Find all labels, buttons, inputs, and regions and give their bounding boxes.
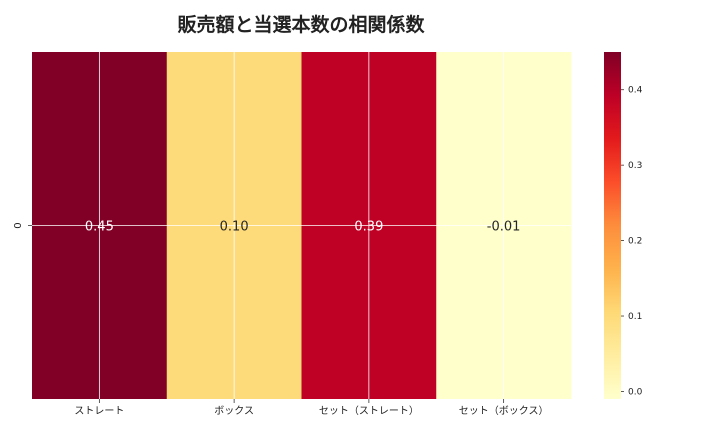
heatmap-gridlines [32,52,571,399]
x-tick-label: セット（ストレート） [319,405,419,417]
colorbar-tick-label: 0.0 [628,387,643,397]
x-tick-label: ストレート [74,406,124,417]
y-axis-ticks: 0 [13,222,32,229]
colorbar-tick-label: 0.1 [628,312,642,322]
x-tick-label: セット（ボックス） [459,405,549,417]
colorbar-tick-label: 0.3 [628,161,642,171]
colorbar-tick-label: 0.2 [628,237,642,247]
cell-value-label: 0.39 [354,220,383,235]
colorbar-tick-label: 0.4 [628,86,643,96]
colorbar [604,52,621,399]
cell-value-label: 0.45 [85,220,114,235]
cell-value-label: -0.01 [487,220,521,235]
x-axis-ticks: ストレート ボックス セット（ストレート） セット（ボックス） [74,399,548,417]
y-tick-label: 0 [13,222,24,228]
colorbar-ticks: 0.0 0.1 0.2 0.3 0.4 [621,86,643,397]
chart-title: 販売額と当選本数の相関係数 [177,13,425,36]
heatmap-value-labels: 0.45 0.10 0.39 -0.01 [85,220,521,235]
cell-value-label: 0.10 [220,220,249,235]
x-tick-label: ボックス [214,405,254,417]
